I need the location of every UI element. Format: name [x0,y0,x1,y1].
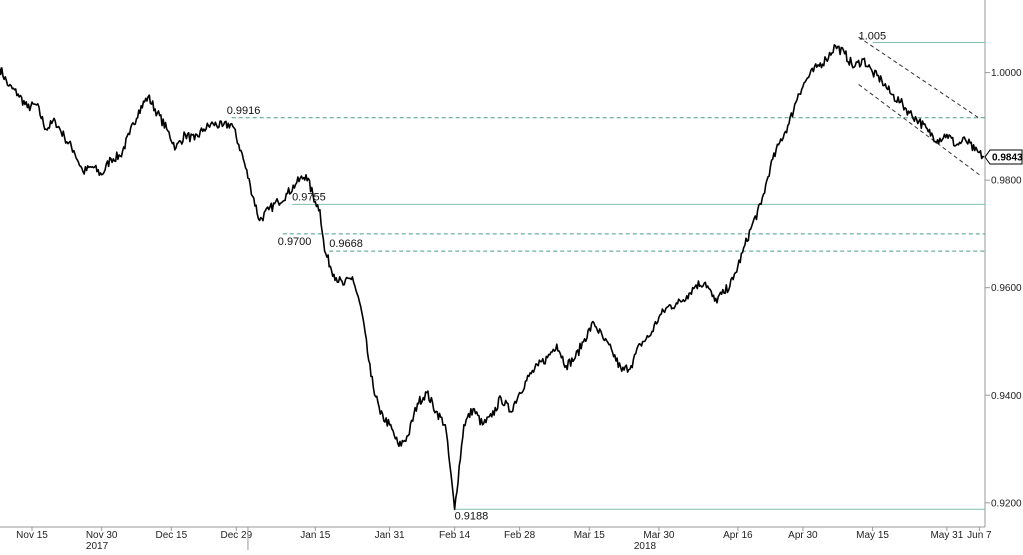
level-annotation: 0.9700 [278,236,312,248]
x-year-label: 2017 [86,541,109,550]
y-tick-label: 0.9400 [991,391,1022,402]
level-annotation: 0.9916 [227,105,261,117]
y-tick-label: 0.9800 [991,176,1022,187]
y-tick-label: 0.9200 [991,498,1022,509]
x-tick-label: Apr 16 [723,530,753,541]
last-value-tag [984,149,1023,165]
y-tick-label: 0.9600 [991,283,1022,294]
x-tick-label: Feb 28 [504,530,536,541]
level-annotation: 1.005 [859,30,887,42]
x-year-label: 2018 [634,541,657,550]
channel-line [858,84,980,176]
y-tick-label: 1.0000 [991,68,1022,79]
x-tick-label: Dec 29 [220,530,252,541]
x-tick-label: May 31 [930,530,963,541]
x-tick-label: Dec 15 [155,530,187,541]
x-tick-label: Feb 14 [439,530,471,541]
x-tick-label: Jun 7 [967,530,992,541]
level-annotation: 0.9755 [292,191,326,203]
x-tick-label: Jan 31 [375,530,405,541]
last-value-label: 0.9843 [992,153,1023,164]
level-annotation: 0.9668 [329,238,363,250]
price-series-line [0,44,985,511]
x-tick-label: May 15 [856,530,889,541]
x-tick-label: Apr 30 [788,530,818,541]
x-tick-label: Jan 15 [300,530,330,541]
x-tick-label: Nov 15 [16,530,48,541]
x-tick-label: Nov 30 [86,530,118,541]
x-tick-label: Mar 15 [574,530,606,541]
channel-line [858,36,980,119]
level-annotation: 0.9188 [455,510,489,522]
x-tick-label: Mar 30 [643,530,675,541]
